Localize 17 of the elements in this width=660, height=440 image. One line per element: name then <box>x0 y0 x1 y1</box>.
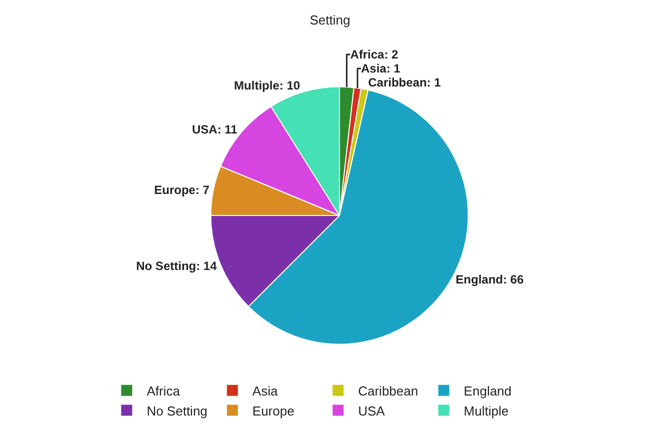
data-label: Caribbean: 1 <box>368 76 442 90</box>
data-label: No Setting: 14 <box>136 258 218 273</box>
data-label: USA: 11 <box>192 122 238 137</box>
data-label: Africa: 2 <box>350 48 399 62</box>
legend-label: Europe <box>252 403 294 418</box>
legend-label: USA <box>358 403 386 418</box>
data-label: Asia: 1 <box>360 62 401 76</box>
chart-title: Setting <box>310 12 350 28</box>
legend-label: Multiple <box>464 403 509 418</box>
data-label: Multiple: 10 <box>234 78 300 92</box>
legend-label: No Setting <box>146 403 208 418</box>
data-label: Europe: 7 <box>154 183 210 198</box>
data-label: England: 66 <box>456 272 524 286</box>
legend-label: Caribbean <box>358 383 418 398</box>
legend-label: Africa <box>146 383 181 398</box>
legend-label: England <box>464 383 512 398</box>
legend-label: Asia <box>252 383 278 398</box>
